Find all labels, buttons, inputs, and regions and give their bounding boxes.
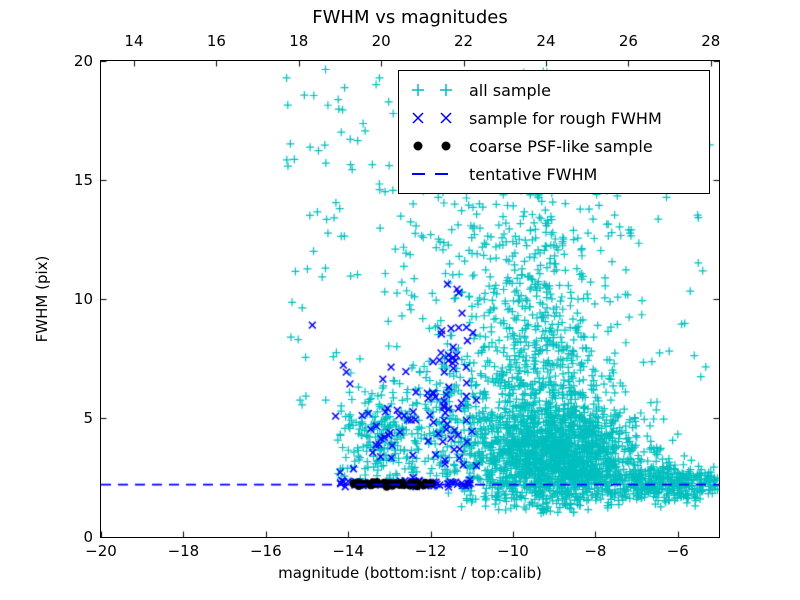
- y-tick-label: 5: [83, 409, 93, 427]
- top-tick-label: 28: [701, 32, 721, 50]
- x-tick-label: −14: [332, 542, 365, 560]
- legend-item-tentative-fwhm: tentative FWHM: [399, 160, 709, 188]
- top-tick-label: 26: [618, 32, 638, 50]
- legend: all sample sample for rough FWHM coarse …: [398, 70, 710, 194]
- dot-marker-icon: [413, 141, 451, 151]
- x-tick-label: −18: [167, 542, 200, 560]
- y-tick-label: 15: [73, 171, 93, 189]
- chart-title: FWHM vs magnitudes: [312, 7, 508, 28]
- top-tick-label: 14: [124, 32, 144, 50]
- legend-item-rough-fwhm: sample for rough FWHM: [399, 104, 709, 132]
- x-tick-label: −12: [414, 542, 447, 560]
- top-tick-label: 20: [371, 32, 391, 50]
- legend-label: sample for rough FWHM: [469, 108, 662, 128]
- legend-item-all-sample: all sample: [399, 76, 709, 104]
- top-tick-label: 18: [289, 32, 309, 50]
- y-axis-label: FWHM (pix): [33, 255, 51, 343]
- y-tick-label: 20: [73, 52, 93, 70]
- top-tick-label: 22: [454, 32, 474, 50]
- y-tick-label: 0: [83, 528, 93, 546]
- x-tick-label: −8: [584, 542, 607, 560]
- x-axis-label: magnitude (bottom:isnt / top:calib): [278, 564, 542, 582]
- legend-label: coarse PSF-like sample: [469, 136, 653, 156]
- dashed-line-icon: [412, 173, 448, 175]
- legend-item-psf-sample: coarse PSF-like sample: [399, 132, 709, 160]
- x-tick-label: −16: [249, 542, 282, 560]
- legend-label: tentative FWHM: [469, 164, 598, 184]
- x-tick-label: −6: [666, 542, 689, 560]
- top-tick-label: 24: [536, 32, 556, 50]
- x-marker-icon: [412, 112, 452, 124]
- legend-label: all sample: [469, 80, 551, 100]
- plus-marker-icon: [412, 84, 452, 96]
- top-tick-label: 16: [206, 32, 226, 50]
- x-tick-label: −20: [85, 542, 117, 560]
- x-tick-label: −10: [497, 542, 529, 560]
- y-tick-label: 10: [73, 290, 93, 308]
